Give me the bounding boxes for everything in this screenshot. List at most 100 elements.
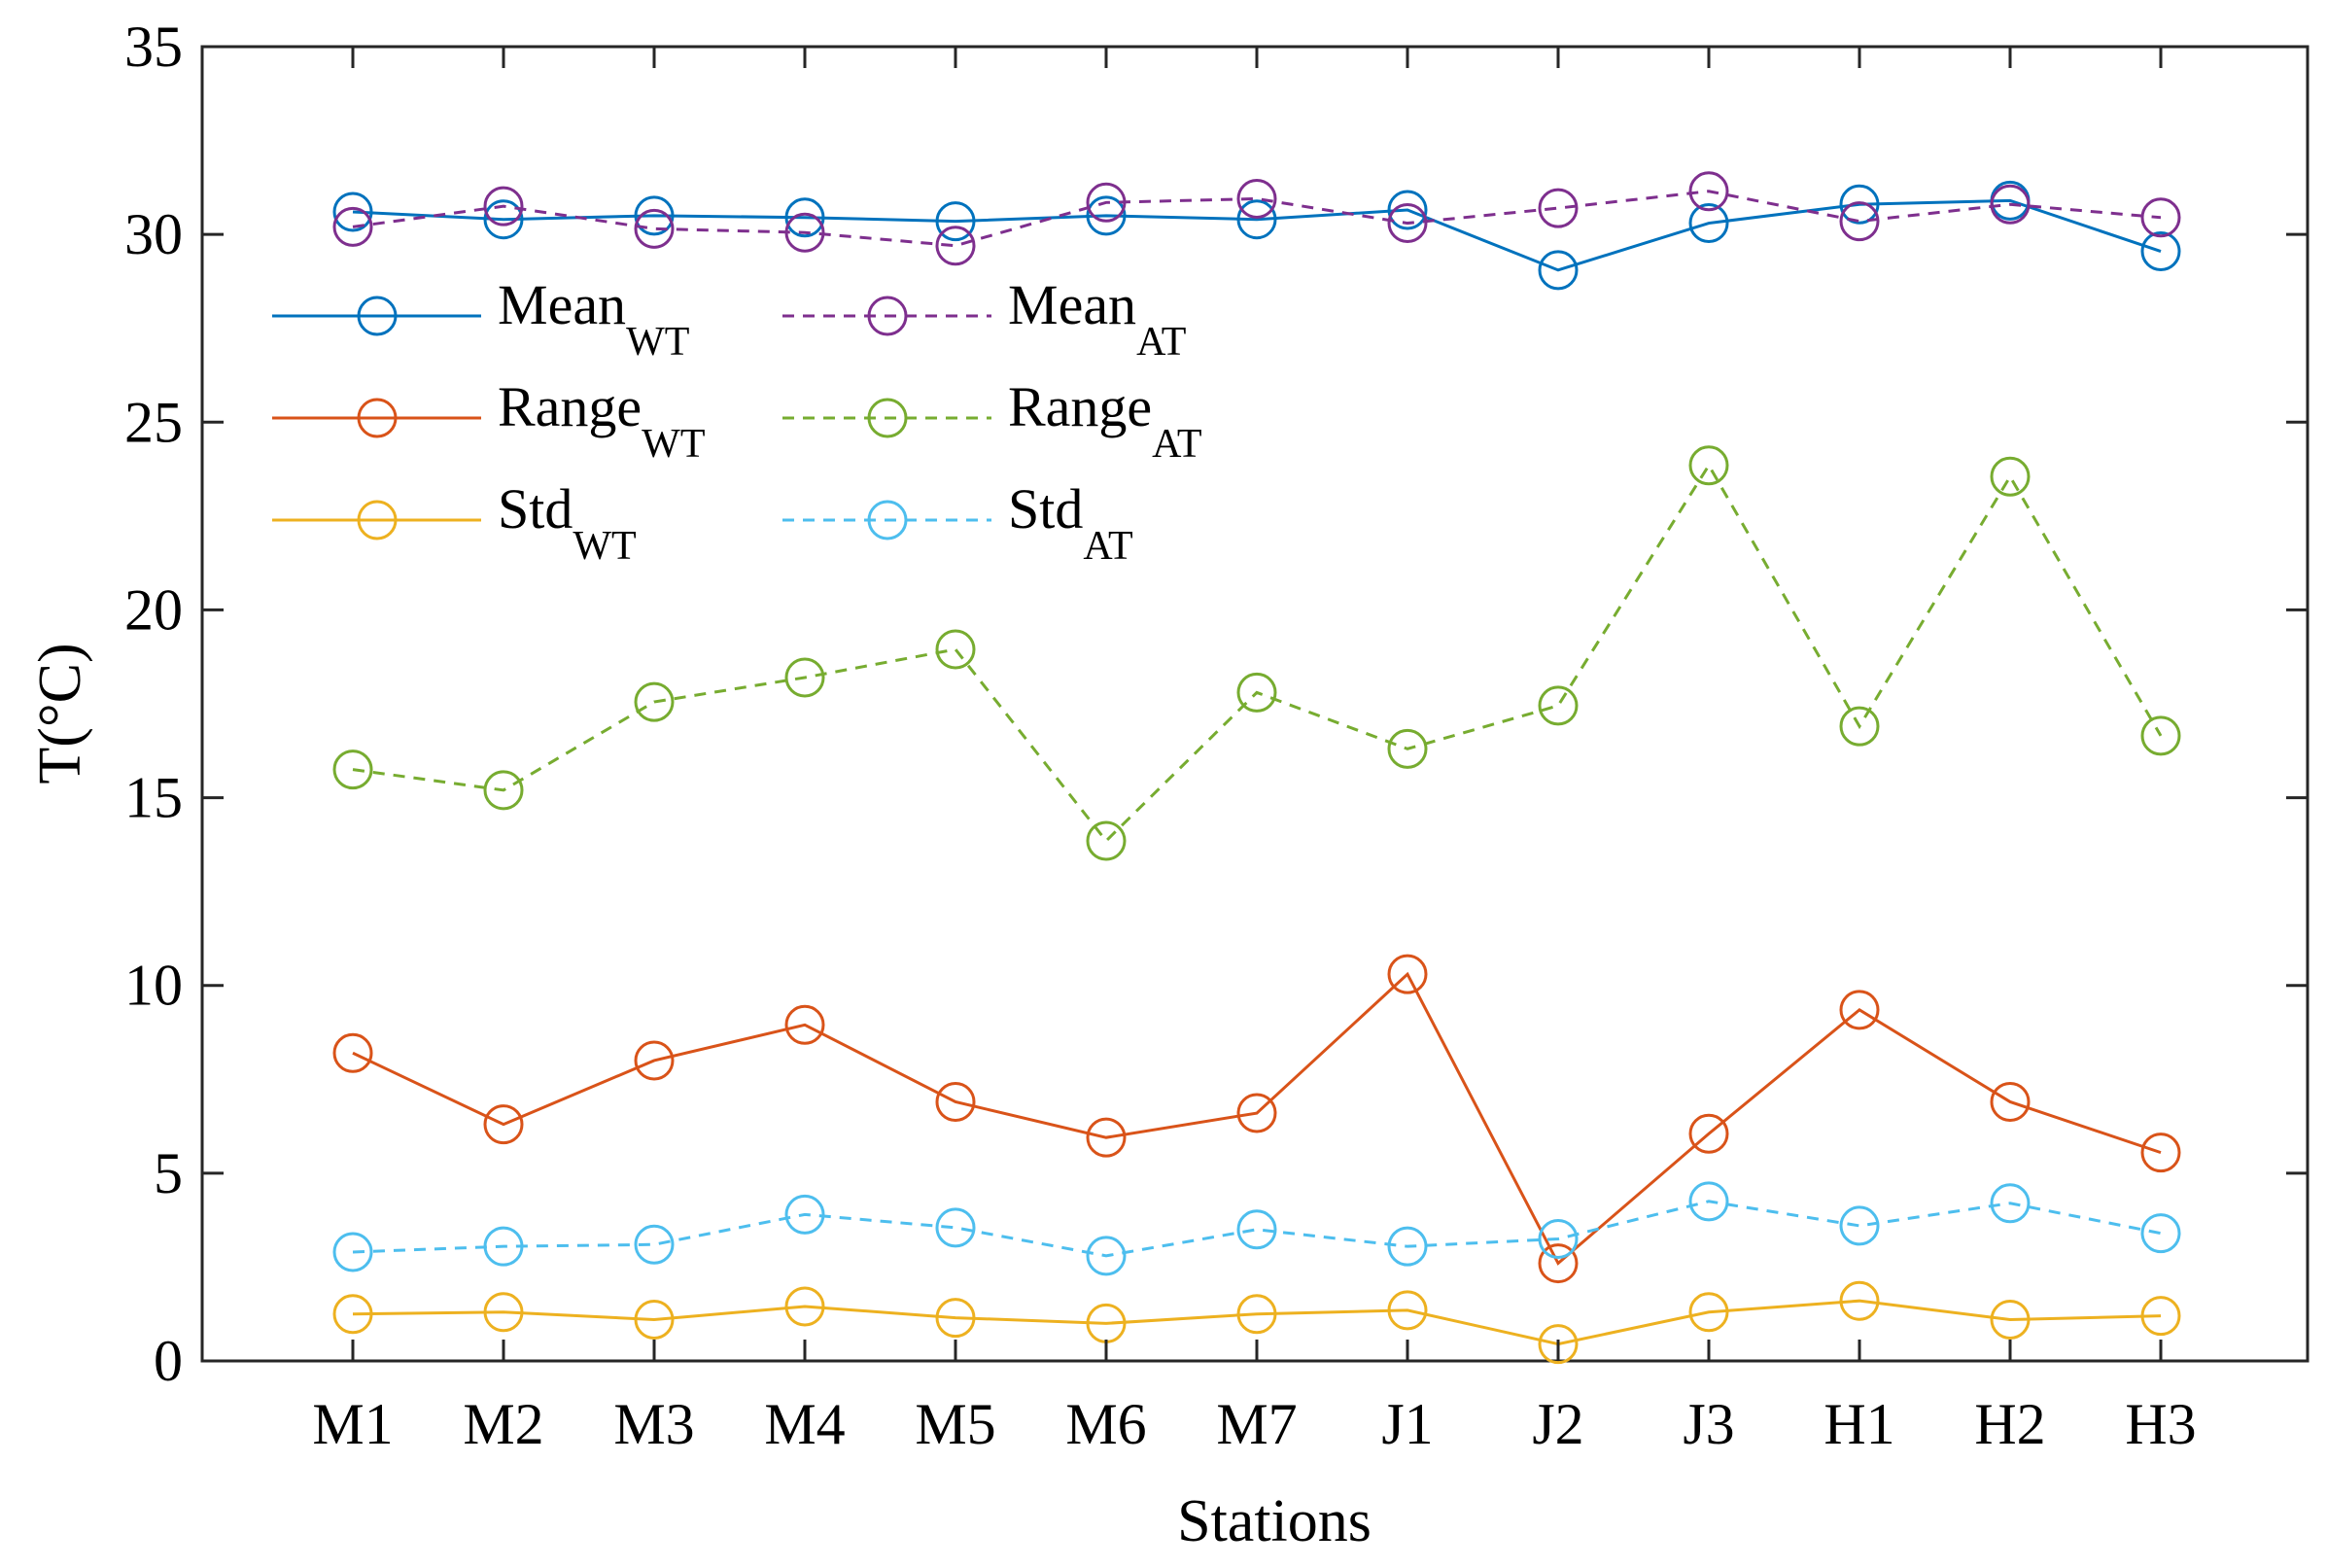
data-point-marker xyxy=(332,206,373,247)
data-point-marker xyxy=(332,192,373,232)
legend-marker xyxy=(357,500,398,540)
data-point-marker xyxy=(1086,1236,1127,1276)
data-point-marker xyxy=(2140,231,2181,272)
data-point-marker xyxy=(1990,1183,2031,1224)
series-line xyxy=(352,198,2162,272)
legend-label: StdAT xyxy=(1008,477,1133,569)
series-std-at xyxy=(332,1181,2181,1276)
data-point-marker xyxy=(634,1040,675,1081)
data-point-marker xyxy=(784,657,825,698)
x-tick-label: J3 xyxy=(1683,1392,1734,1456)
data-point-marker xyxy=(1538,188,1579,228)
data-point-marker xyxy=(1387,1226,1428,1267)
data-point-marker xyxy=(1839,1205,1880,1246)
legend-label: RangeWT xyxy=(498,375,705,467)
legend-marker xyxy=(867,398,908,438)
y-tick-label: 35 xyxy=(124,15,183,79)
x-tick-label: M1 xyxy=(312,1392,393,1456)
data-point-marker xyxy=(1086,820,1127,861)
x-tick-label: M4 xyxy=(764,1392,845,1456)
data-point-marker xyxy=(1839,1280,1880,1321)
x-axis-title: Stations xyxy=(1177,1488,1372,1554)
data-point-marker xyxy=(1236,1093,1277,1133)
legend: MeanWT MeanAT RangeWT RangeAT StdWT StdAT xyxy=(272,273,1202,569)
data-point-marker xyxy=(483,1104,524,1145)
data-point-marker xyxy=(935,226,976,266)
data-point-marker xyxy=(1688,203,1729,244)
y-tick-label: 25 xyxy=(124,390,183,454)
data-point-marker xyxy=(1990,1300,2031,1341)
data-point-marker xyxy=(1538,685,1579,726)
data-point-marker xyxy=(483,1292,524,1333)
series-line xyxy=(352,971,2162,1266)
y-tick-label: 0 xyxy=(154,1329,183,1393)
data-point-marker xyxy=(634,208,675,249)
data-point-marker xyxy=(1387,728,1428,769)
x-tick-label: M7 xyxy=(1216,1392,1297,1456)
data-point-marker xyxy=(1990,184,2031,225)
x-tick-label: H1 xyxy=(1823,1392,1894,1456)
data-point-marker xyxy=(1538,1324,1579,1365)
data-point-marker xyxy=(2140,1296,2181,1337)
data-point-marker xyxy=(1538,1218,1579,1259)
data-point-marker xyxy=(935,1207,976,1248)
x-tick-label: H3 xyxy=(2125,1392,2196,1456)
legend-item: RangeWT xyxy=(272,375,705,467)
y-tick-label: 15 xyxy=(124,766,183,830)
data-point-marker xyxy=(1990,456,2031,497)
data-point-marker xyxy=(1086,1117,1127,1158)
y-tick-label: 30 xyxy=(124,202,183,266)
data-point-marker xyxy=(935,201,976,242)
legend-label: MeanAT xyxy=(1008,273,1186,365)
series-range-at xyxy=(332,445,2181,861)
data-point-marker xyxy=(1688,445,1729,486)
y-tick-label: 10 xyxy=(124,954,183,1018)
data-point-marker xyxy=(332,1032,373,1073)
data-point-marker xyxy=(784,1004,825,1045)
data-point-marker xyxy=(1688,1292,1729,1333)
legend-item: MeanWT xyxy=(272,273,689,365)
data-point-marker xyxy=(935,1081,976,1122)
data-point-marker xyxy=(784,197,825,238)
data-point-marker xyxy=(1236,199,1277,240)
legend-item: StdAT xyxy=(782,477,1133,569)
data-point-marker xyxy=(1236,1294,1277,1335)
data-point-marker xyxy=(1538,1243,1579,1284)
data-point-marker xyxy=(483,186,524,226)
data-point-marker xyxy=(2140,715,2181,756)
legend-label: StdWT xyxy=(498,477,637,569)
plot-area-frame xyxy=(200,45,2310,1363)
data-point-marker xyxy=(483,770,524,811)
x-tick-label: M2 xyxy=(463,1392,543,1456)
series-std-wt xyxy=(332,1280,2181,1365)
series-range-wt xyxy=(332,954,2181,1284)
data-point-marker xyxy=(1387,954,1428,994)
data-point-marker xyxy=(2140,1132,2181,1173)
y-tick-label: 5 xyxy=(154,1141,183,1205)
x-tick-label: M5 xyxy=(915,1392,995,1456)
x-tick-label: J2 xyxy=(1532,1392,1583,1456)
series-mean-at xyxy=(332,171,2181,266)
x-tick-label: M6 xyxy=(1065,1392,1146,1456)
data-point-marker xyxy=(332,1294,373,1335)
legend-marker xyxy=(357,296,398,336)
data-point-marker xyxy=(1538,250,1579,291)
data-point-marker xyxy=(332,1232,373,1272)
data-point-marker xyxy=(483,1226,524,1267)
data-point-marker xyxy=(1236,1209,1277,1250)
legend-item: RangeAT xyxy=(782,375,1202,467)
legend-label: RangeAT xyxy=(1008,375,1202,467)
legend-item: StdWT xyxy=(272,477,637,569)
data-point-marker xyxy=(1688,171,1729,212)
data-point-marker xyxy=(935,1298,976,1339)
y-tick-label: 20 xyxy=(124,577,183,642)
data-point-marker xyxy=(935,629,976,670)
series-line xyxy=(352,1299,2162,1346)
data-point-marker xyxy=(1236,178,1277,219)
data-point-marker xyxy=(1387,203,1428,244)
data-point-marker xyxy=(1990,1081,2031,1122)
data-point-marker xyxy=(634,681,675,722)
legend-marker xyxy=(357,398,398,438)
